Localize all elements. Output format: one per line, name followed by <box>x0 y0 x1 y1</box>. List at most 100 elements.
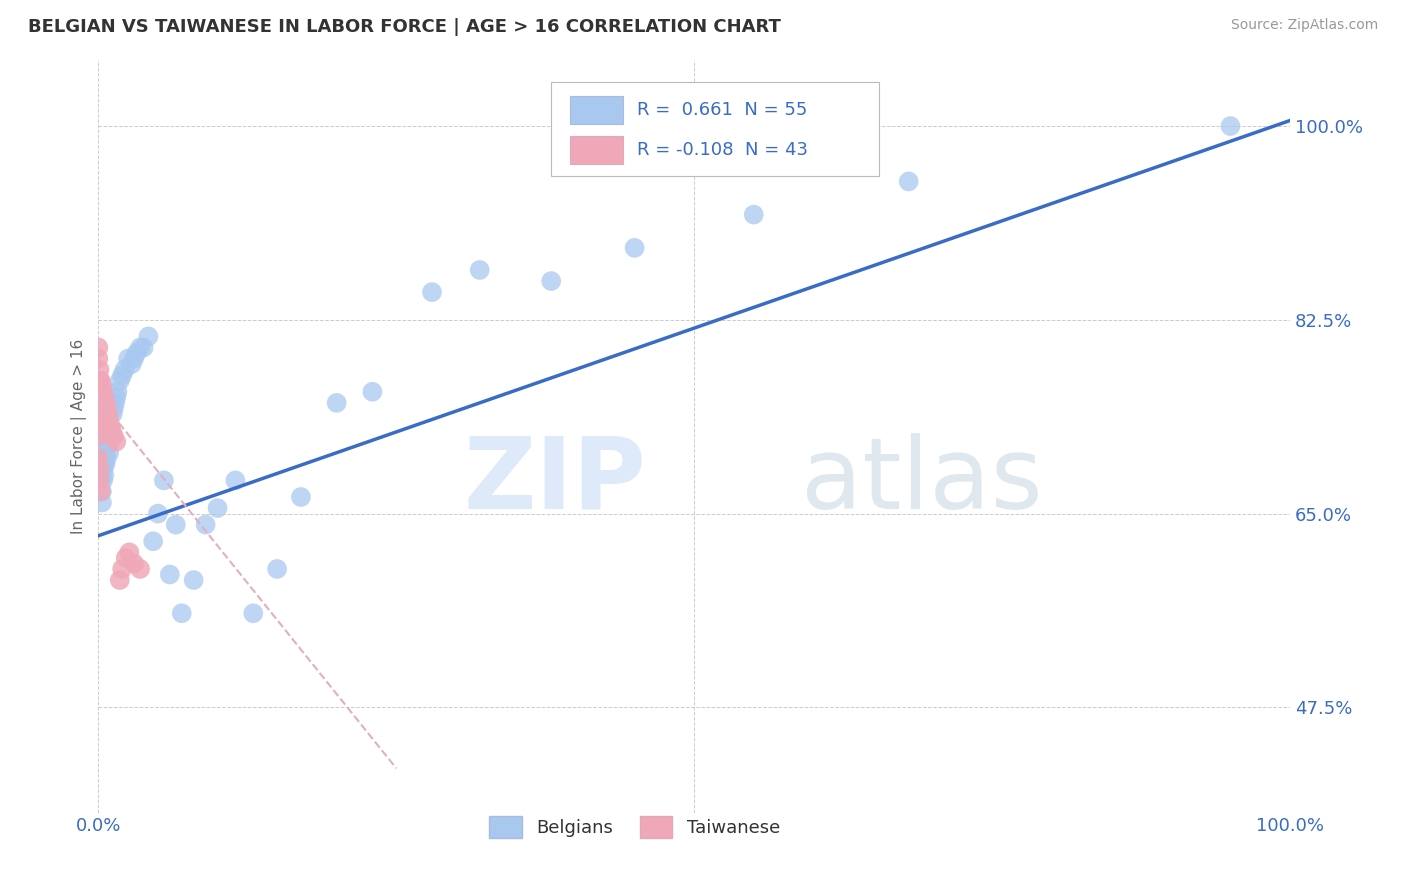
Point <box>1219 119 1241 133</box>
Point <box>468 263 491 277</box>
Point <box>121 357 143 371</box>
Point <box>97 434 120 449</box>
Point <box>540 274 562 288</box>
Point <box>170 607 193 621</box>
Y-axis label: In Labor Force | Age > 16: In Labor Force | Age > 16 <box>72 338 87 533</box>
Point <box>623 241 645 255</box>
Point <box>266 562 288 576</box>
Point <box>90 384 112 399</box>
Text: ZIP: ZIP <box>464 433 647 530</box>
FancyBboxPatch shape <box>571 136 623 164</box>
Text: BELGIAN VS TAIWANESE IN LABOR FORCE | AGE > 16 CORRELATION CHART: BELGIAN VS TAIWANESE IN LABOR FORCE | AG… <box>28 18 780 36</box>
Point <box>90 396 112 410</box>
Point <box>114 362 136 376</box>
Point <box>89 462 111 476</box>
Point <box>98 434 121 449</box>
Point <box>117 351 139 366</box>
Point <box>98 412 121 426</box>
Point <box>90 474 112 488</box>
Point <box>87 429 110 443</box>
Point <box>91 384 114 399</box>
Point <box>90 424 112 438</box>
Point <box>165 517 187 532</box>
Point <box>105 390 128 404</box>
Point <box>142 534 165 549</box>
Point <box>90 379 112 393</box>
Point <box>89 374 111 388</box>
Point <box>105 434 128 449</box>
Point <box>94 396 117 410</box>
Point <box>93 390 115 404</box>
Point <box>325 396 347 410</box>
Point <box>146 507 169 521</box>
Point <box>111 368 134 383</box>
Point <box>89 474 111 488</box>
Point <box>153 474 176 488</box>
Point <box>742 208 765 222</box>
Point <box>122 351 145 366</box>
Point <box>108 573 131 587</box>
Point <box>420 285 443 300</box>
Point <box>138 329 160 343</box>
Point <box>100 424 122 438</box>
Point <box>103 429 125 443</box>
Point <box>89 362 111 376</box>
Point <box>87 341 110 355</box>
Point <box>194 517 217 532</box>
Point <box>87 451 110 466</box>
Point <box>897 174 920 188</box>
FancyBboxPatch shape <box>571 95 623 124</box>
Text: Source: ZipAtlas.com: Source: ZipAtlas.com <box>1230 18 1378 32</box>
Text: atlas: atlas <box>801 433 1043 530</box>
Point <box>207 501 229 516</box>
Point <box>94 457 117 471</box>
Point <box>93 467 115 482</box>
Point <box>91 407 114 421</box>
Point <box>125 346 148 360</box>
Point <box>114 550 136 565</box>
Point <box>129 562 152 576</box>
Point <box>90 417 112 432</box>
Point <box>90 407 112 421</box>
Point <box>90 412 112 426</box>
Point <box>96 440 118 454</box>
Point <box>94 407 117 421</box>
Point <box>93 457 115 471</box>
Point <box>93 451 115 466</box>
Point <box>90 484 112 499</box>
Point <box>132 341 155 355</box>
Point <box>89 384 111 399</box>
Point <box>90 390 112 404</box>
Point <box>98 446 121 460</box>
Point <box>91 462 114 476</box>
Point <box>90 374 112 388</box>
Point <box>103 401 125 416</box>
Point <box>361 384 384 399</box>
Point <box>118 545 141 559</box>
Point <box>90 495 112 509</box>
Point <box>87 351 110 366</box>
Point <box>183 573 205 587</box>
Point <box>89 396 111 410</box>
Point <box>159 567 181 582</box>
Point <box>242 607 264 621</box>
Point <box>122 557 145 571</box>
Point <box>224 474 246 488</box>
Point <box>96 401 118 416</box>
Point <box>89 407 111 421</box>
Text: R =  0.661  N = 55: R = 0.661 N = 55 <box>637 101 807 119</box>
Point <box>101 407 124 421</box>
Point <box>111 562 134 576</box>
Point <box>91 474 114 488</box>
Point <box>104 396 127 410</box>
Point <box>100 424 122 438</box>
Point <box>94 446 117 460</box>
Point <box>93 401 115 416</box>
Point <box>97 429 120 443</box>
Point <box>87 384 110 399</box>
Point <box>129 341 152 355</box>
FancyBboxPatch shape <box>551 82 879 177</box>
Point <box>90 401 112 416</box>
Point <box>107 384 129 399</box>
Point <box>97 407 120 421</box>
